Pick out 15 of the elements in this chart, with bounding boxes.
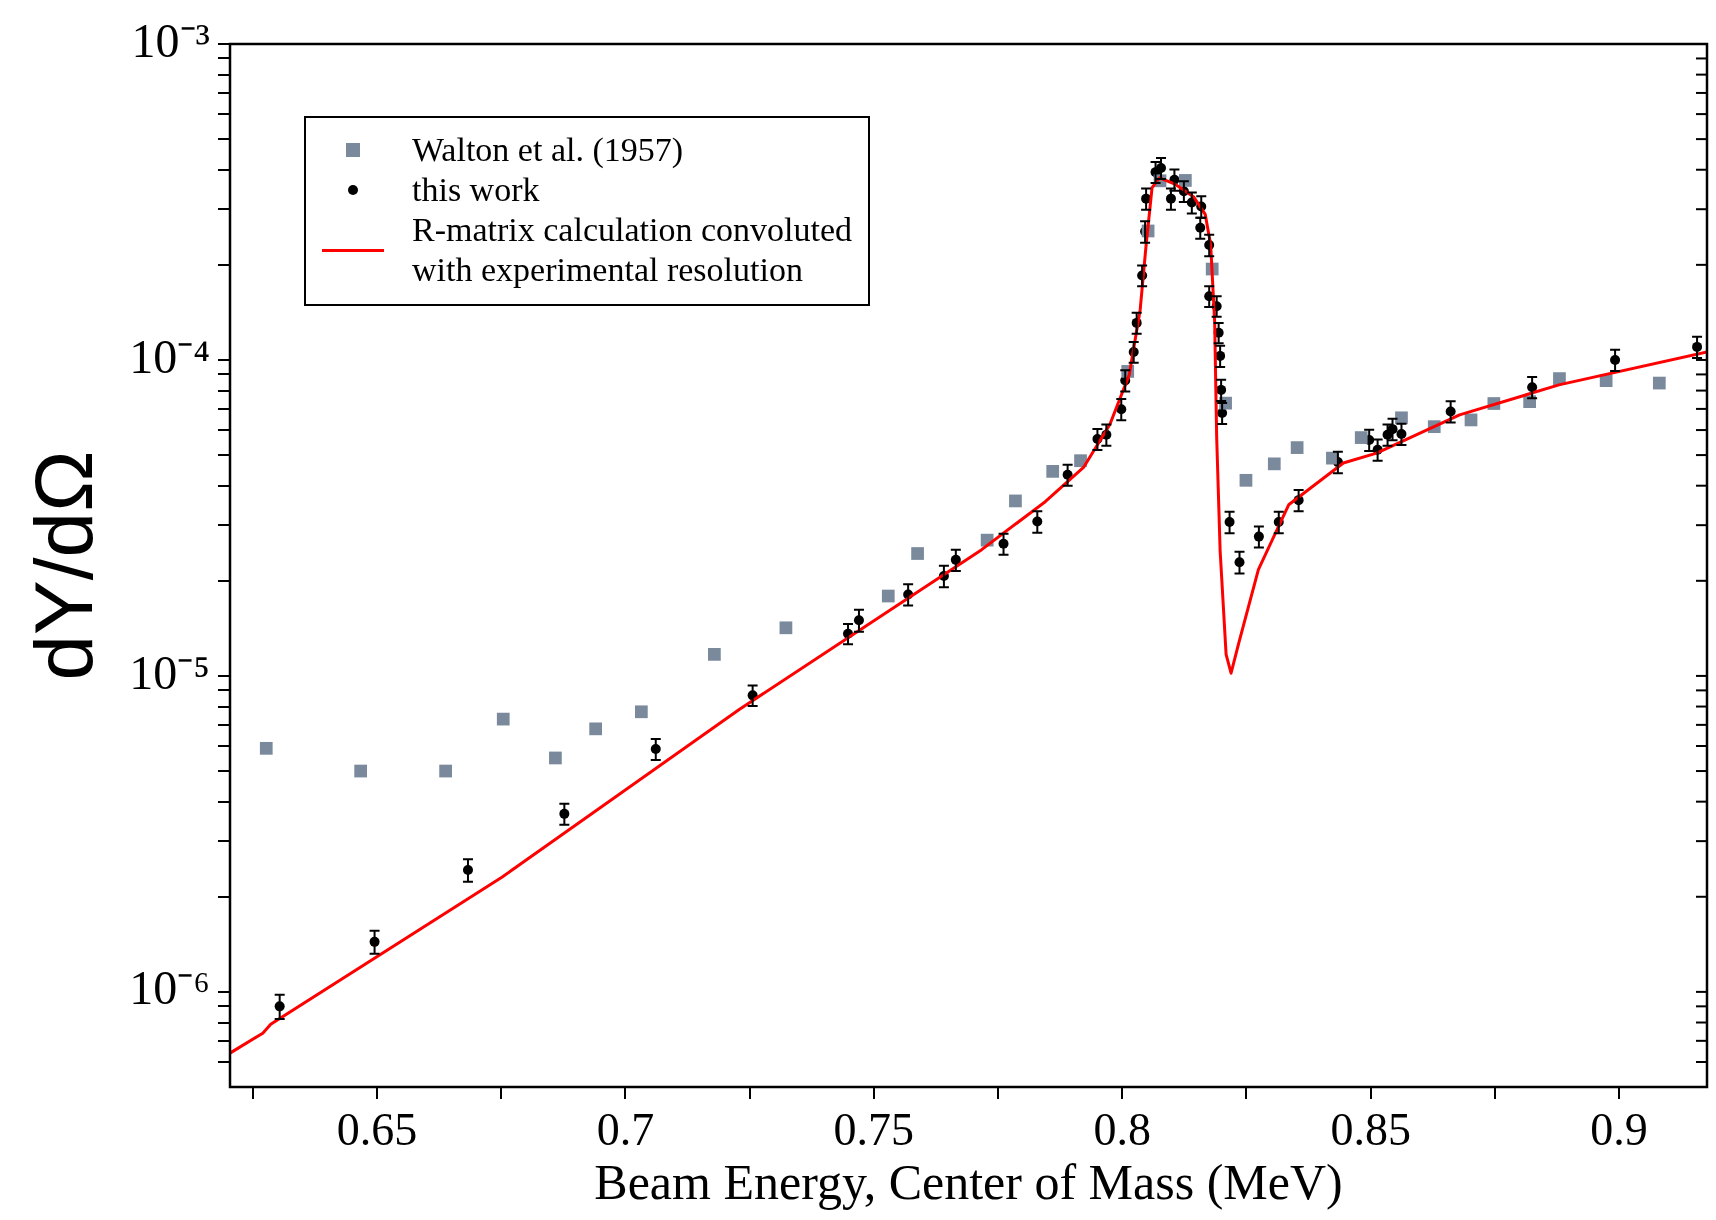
y-tick-label: 10⁻⁴ — [129, 329, 210, 383]
x-tick-label: 0.75 — [833, 1103, 915, 1155]
legend-label: this work — [412, 170, 540, 210]
y-tick-label: 10⁻⁵ — [129, 645, 210, 699]
x-tick-label: 0.85 — [1330, 1103, 1411, 1155]
x-tick-label: 0.9 — [1590, 1103, 1648, 1155]
legend-label: R-matrix calculation convoluted with experimental resolution — [412, 210, 852, 290]
y-axis-title: dY/dΩ — [17, 450, 109, 681]
x-axis-title: Beam Energy, Center of Mass (MeV) — [594, 1154, 1343, 1211]
x-tick-label: 0.8 — [1093, 1103, 1152, 1155]
x-tick-label: 0.7 — [596, 1103, 655, 1155]
y-tick-label: 10⁻⁶ — [129, 961, 210, 1015]
legend-label: Walton et al. (1957) — [412, 130, 684, 170]
y-tick-label: 10⁻³ — [131, 13, 210, 67]
x-tick-label: 0.65 — [336, 1103, 418, 1155]
